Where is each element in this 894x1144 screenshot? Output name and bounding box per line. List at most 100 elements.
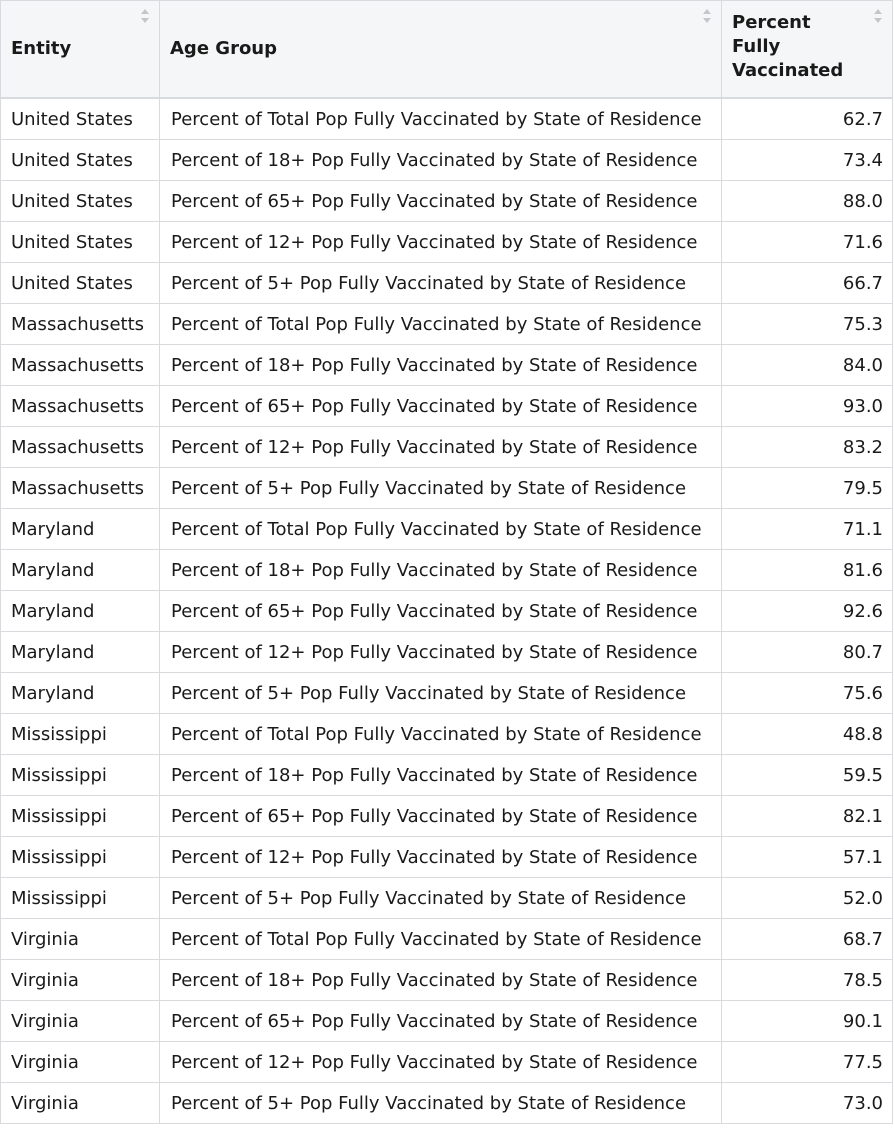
cell-entity: Virginia: [0, 1041, 160, 1083]
table-row: United States Percent of 12+ Pop Fully Va…: [0, 221, 893, 263]
cell-entity: Maryland: [0, 590, 160, 632]
cell-entity: Maryland: [0, 672, 160, 714]
cell-age-group: Percent of 5+ Pop Fully Vaccinated by St…: [159, 672, 722, 714]
cell-age-group: Percent of 18+ Pop Fully Vaccinated by S…: [159, 959, 722, 1001]
cell-percent-fully-vaccinated: 83.2: [721, 426, 893, 468]
table-row: Maryland Percent of 12+ Pop Fully Vaccina…: [0, 631, 893, 673]
sort-icon[interactable]: [139, 7, 151, 25]
cell-age-group: Percent of 5+ Pop Fully Vaccinated by St…: [159, 467, 722, 509]
cell-age-group: Percent of 65+ Pop Fully Vaccinated by S…: [159, 590, 722, 632]
cell-entity: Massachusetts: [0, 385, 160, 427]
cell-age-group: Percent of Total Pop Fully Vaccinated by…: [159, 97, 722, 140]
cell-percent-fully-vaccinated: 59.5: [721, 754, 893, 796]
sort-icon[interactable]: [701, 7, 713, 25]
cell-percent-fully-vaccinated: 71.1: [721, 508, 893, 550]
cell-percent-fully-vaccinated: 57.1: [721, 836, 893, 878]
table-row: Massachusetts Percent of 12+ Pop Fully Va…: [0, 426, 893, 468]
cell-entity: Maryland: [0, 631, 160, 673]
cell-entity: Virginia: [0, 1082, 160, 1124]
cell-entity: Mississippi: [0, 713, 160, 755]
header-row: Entity Age Group Percent Fully Vaccinate…: [0, 0, 893, 99]
column-header-percent-fully-vaccinated[interactable]: Percent Fully Vaccinated: [721, 0, 893, 99]
cell-percent-fully-vaccinated: 75.3: [721, 303, 893, 345]
cell-entity: Virginia: [0, 1000, 160, 1042]
table-row: Maryland Percent of 18+ Pop Fully Vaccina…: [0, 549, 893, 591]
sort-icon[interactable]: [872, 7, 884, 25]
table-row: Massachusetts Percent of 65+ Pop Fully Va…: [0, 385, 893, 427]
cell-entity: United States: [0, 97, 160, 140]
cell-age-group: Percent of 12+ Pop Fully Vaccinated by S…: [159, 1041, 722, 1083]
table-row: Massachusetts Percent of Total Pop Fully …: [0, 303, 893, 345]
cell-entity: Massachusetts: [0, 467, 160, 509]
column-header-label: Age Group: [170, 38, 278, 59]
cell-entity: Massachusetts: [0, 344, 160, 386]
cell-age-group: Percent of 65+ Pop Fully Vaccinated by S…: [159, 795, 722, 837]
cell-age-group: Percent of Total Pop Fully Vaccinated by…: [159, 508, 722, 550]
table-header: Entity Age Group Percent Fully Vaccinate…: [0, 0, 893, 99]
cell-entity: United States: [0, 180, 160, 222]
cell-age-group: Percent of 18+ Pop Fully Vaccinated by S…: [159, 344, 722, 386]
cell-entity: Maryland: [0, 549, 160, 591]
cell-entity: United States: [0, 221, 160, 263]
table-row: Massachusetts Percent of 18+ Pop Fully Va…: [0, 344, 893, 386]
cell-percent-fully-vaccinated: 48.8: [721, 713, 893, 755]
cell-percent-fully-vaccinated: 71.6: [721, 221, 893, 263]
column-header-label: Percent Fully Vaccinated: [732, 12, 844, 81]
cell-age-group: Percent of Total Pop Fully Vaccinated by…: [159, 713, 722, 755]
cell-entity: Mississippi: [0, 877, 160, 919]
column-header-label: Entity: [11, 38, 72, 59]
cell-percent-fully-vaccinated: 77.5: [721, 1041, 893, 1083]
cell-percent-fully-vaccinated: 75.6: [721, 672, 893, 714]
cell-age-group: Percent of Total Pop Fully Vaccinated by…: [159, 303, 722, 345]
table-row: Mississippi Percent of Total Pop Fully Va…: [0, 713, 893, 755]
table-row: United States Percent of Total Pop Fully …: [0, 97, 893, 140]
cell-age-group: Percent of 12+ Pop Fully Vaccinated by S…: [159, 426, 722, 468]
table-row: Mississippi Percent of 18+ Pop Fully Vacc…: [0, 754, 893, 796]
cell-percent-fully-vaccinated: 68.7: [721, 918, 893, 960]
cell-percent-fully-vaccinated: 78.5: [721, 959, 893, 1001]
cell-age-group: Percent of 12+ Pop Fully Vaccinated by S…: [159, 221, 722, 263]
cell-entity: Maryland: [0, 508, 160, 550]
cell-age-group: Percent of 5+ Pop Fully Vaccinated by St…: [159, 262, 722, 304]
table-row: Virginia Percent of 5+ Pop Fully Vaccinat…: [0, 1082, 893, 1124]
table-row: Maryland Percent of 65+ Pop Fully Vaccina…: [0, 590, 893, 632]
cell-age-group: Percent of 5+ Pop Fully Vaccinated by St…: [159, 1082, 722, 1124]
cell-percent-fully-vaccinated: 52.0: [721, 877, 893, 919]
cell-age-group: Percent of 18+ Pop Fully Vaccinated by S…: [159, 549, 722, 591]
table-row: Mississippi Percent of 5+ Pop Fully Vacci…: [0, 877, 893, 919]
cell-entity: Mississippi: [0, 754, 160, 796]
table-row: Virginia Percent of 18+ Pop Fully Vaccina…: [0, 959, 893, 1001]
cell-percent-fully-vaccinated: 73.0: [721, 1082, 893, 1124]
table-row: Mississippi Percent of 65+ Pop Fully Vacc…: [0, 795, 893, 837]
cell-age-group: Percent of 18+ Pop Fully Vaccinated by S…: [159, 139, 722, 181]
cell-entity: Mississippi: [0, 795, 160, 837]
cell-age-group: Percent of 12+ Pop Fully Vaccinated by S…: [159, 631, 722, 673]
cell-age-group: Percent of 18+ Pop Fully Vaccinated by S…: [159, 754, 722, 796]
cell-entity: United States: [0, 139, 160, 181]
cell-entity: Virginia: [0, 918, 160, 960]
cell-age-group: Percent of 65+ Pop Fully Vaccinated by S…: [159, 385, 722, 427]
cell-entity: United States: [0, 262, 160, 304]
cell-percent-fully-vaccinated: 80.7: [721, 631, 893, 673]
cell-entity: Massachusetts: [0, 426, 160, 468]
column-header-entity[interactable]: Entity: [0, 0, 160, 99]
cell-percent-fully-vaccinated: 62.7: [721, 97, 893, 140]
table-row: United States Percent of 5+ Pop Fully Vac…: [0, 262, 893, 304]
cell-age-group: Percent of 65+ Pop Fully Vaccinated by S…: [159, 180, 722, 222]
cell-percent-fully-vaccinated: 79.5: [721, 467, 893, 509]
table-row: Virginia Percent of 12+ Pop Fully Vaccina…: [0, 1041, 893, 1083]
cell-percent-fully-vaccinated: 88.0: [721, 180, 893, 222]
cell-percent-fully-vaccinated: 92.6: [721, 590, 893, 632]
table-row: Maryland Percent of 5+ Pop Fully Vaccinat…: [0, 672, 893, 714]
cell-entity: Mississippi: [0, 836, 160, 878]
table-row: United States Percent of 18+ Pop Fully Va…: [0, 139, 893, 181]
cell-age-group: Percent of Total Pop Fully Vaccinated by…: [159, 918, 722, 960]
table-row: Virginia Percent of 65+ Pop Fully Vaccina…: [0, 1000, 893, 1042]
table-row: United States Percent of 65+ Pop Fully Va…: [0, 180, 893, 222]
cell-age-group: Percent of 65+ Pop Fully Vaccinated by S…: [159, 1000, 722, 1042]
column-header-age-group[interactable]: Age Group: [159, 0, 722, 99]
table-row: Virginia Percent of Total Pop Fully Vacci…: [0, 918, 893, 960]
cell-age-group: Percent of 5+ Pop Fully Vaccinated by St…: [159, 877, 722, 919]
cell-percent-fully-vaccinated: 81.6: [721, 549, 893, 591]
